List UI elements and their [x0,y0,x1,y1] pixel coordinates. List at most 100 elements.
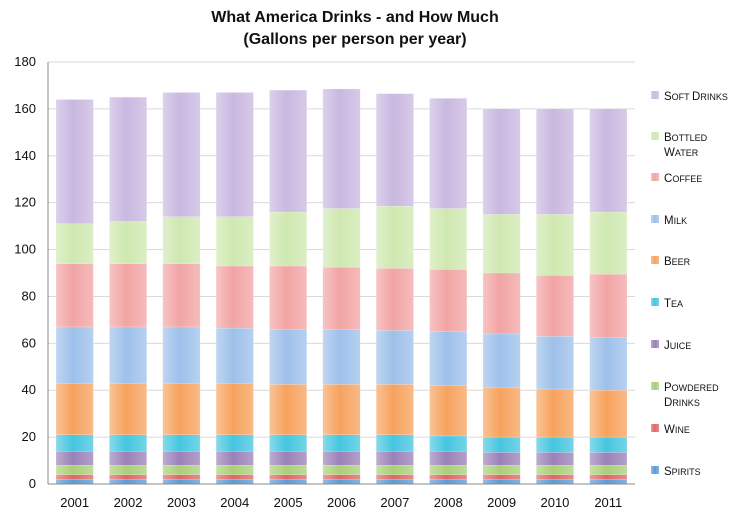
legend-swatch [651,298,659,306]
legend-swatch [651,215,659,223]
bar-coffee-2007 [375,268,414,331]
legend-swatch [651,256,659,264]
legend-item-wine: WINE [651,424,690,436]
bar-tea-2009 [482,436,521,453]
bar-juice-2004 [215,450,254,466]
bar-milk-2009 [482,333,521,389]
bar-spirits-2010 [536,479,574,485]
y-tick-label: 80 [22,288,36,303]
bar-coffee-2004 [215,265,254,329]
legend: SOFT DRINKS BOTTLED WATER COFFEE MILK BEER TEA… [651,91,728,478]
legend-label: JUICE [664,340,691,352]
bar-soft-drinks-2009 [482,108,521,215]
legend-label: TEA [664,298,683,310]
bar-milk-2004 [215,327,254,384]
y-tick-label: 0 [29,476,36,491]
legend-swatch [651,132,659,140]
bar-wine-2008 [429,474,468,480]
bar-powdered-drinks-2002 [109,464,147,475]
bar-powdered-drinks-2005 [269,464,308,475]
bar-coffee-2008 [429,269,468,332]
bar-tea-2007 [375,434,414,452]
bar-soft-drinks-2002 [109,96,147,222]
bar-powdered-drinks-2007 [375,464,414,475]
x-tick-label: 2011 [594,495,622,510]
bar-juice-2001 [55,450,94,466]
bar-beer-2008 [429,385,468,437]
legend-swatch [651,173,659,181]
bar-bottled-water-2007 [375,205,414,269]
bar-soft-drinks-2001 [55,99,94,225]
x-tick-label: 2005 [274,495,303,510]
y-tick-label: 180 [14,54,36,69]
x-axis-tick-labels: 2001 2002 2003 2004 2005 2006 2007 2008 2009 2010… [60,495,622,510]
bar-soft-drinks-2010 [536,108,574,215]
bar-wine-2009 [482,474,521,480]
bar-tea-2003 [162,434,201,452]
bar-soft-drinks-2005 [269,89,308,213]
legend-label: DRINKS [664,397,700,409]
bar-powdered-drinks-2011 [589,464,628,475]
legend-swatch [651,340,659,348]
legend-swatch [651,91,659,99]
bar-soft-drinks-2011 [589,108,628,213]
legend-swatch [651,424,659,432]
bar-powdered-drinks-2003 [162,464,201,475]
bar-bottled-water-2006 [322,208,361,268]
legend-item-milk: MILK [651,215,687,227]
legend-label: BOTTLED [664,132,708,144]
y-tick-label: 20 [22,429,36,444]
bar-milk-2002 [109,326,147,384]
bar-beer-2005 [269,384,308,436]
bar-wine-2010 [536,474,574,480]
bar-milk-2007 [375,330,414,385]
y-tick-label: 160 [14,101,36,116]
bar-coffee-2010 [536,275,574,337]
bar-tea-2005 [269,434,308,452]
bar-juice-2010 [536,452,574,466]
bar-beer-2004 [215,382,254,436]
bar-milk-2006 [322,329,361,385]
x-tick-label: 2001 [60,495,89,510]
bar-bottled-water-2011 [589,211,628,275]
x-tick-label: 2003 [167,495,196,510]
bar-soft-drinks-2008 [429,98,468,209]
legend-swatch [651,466,659,474]
legend-item-spirits: SPIRITS [651,466,701,478]
bar-spirits-2006 [322,479,361,485]
bar-spirits-2011 [589,479,628,485]
bar-soft-drinks-2004 [215,92,254,217]
bar-beer-2010 [536,388,574,438]
bar-juice-2005 [269,450,308,466]
bar-beer-2007 [375,384,414,436]
bar-spirits-2007 [375,479,414,485]
chart-subtitle: (Gallons per person per year) [243,31,466,48]
bar-coffee-2005 [269,265,308,330]
bar-spirits-2009 [482,479,521,485]
bar-wine-2002 [109,474,147,480]
bar-juice-2006 [322,450,361,466]
bar-tea-2002 [109,434,147,452]
bar-bottled-water-2003 [162,216,201,264]
legend-label: POWDERED [664,382,719,394]
bar-powdered-drinks-2008 [429,464,468,475]
bar-powdered-drinks-2001 [55,464,94,475]
y-tick-label: 140 [14,148,36,163]
legend-item-bottled-water: BOTTLED WATER [651,132,708,159]
y-tick-label: 60 [22,335,36,350]
legend-label: SPIRITS [664,466,701,478]
bar-wine-2003 [162,474,201,480]
bar-milk-2008 [429,331,468,386]
bar-bottled-water-2002 [109,221,147,264]
bar-powdered-drinks-2004 [215,464,254,475]
bar-coffee-2006 [322,266,361,330]
bar-tea-2010 [536,436,574,453]
bar-bottled-water-2005 [269,211,308,267]
legend-label: WATER [664,147,699,159]
x-tick-label: 2004 [220,495,249,510]
bar-wine-2005 [269,474,308,480]
bar-milk-2001 [55,326,94,384]
bars [55,88,628,485]
x-tick-label: 2009 [487,495,516,510]
chart-title: What America Drinks - and How Much [211,9,498,26]
